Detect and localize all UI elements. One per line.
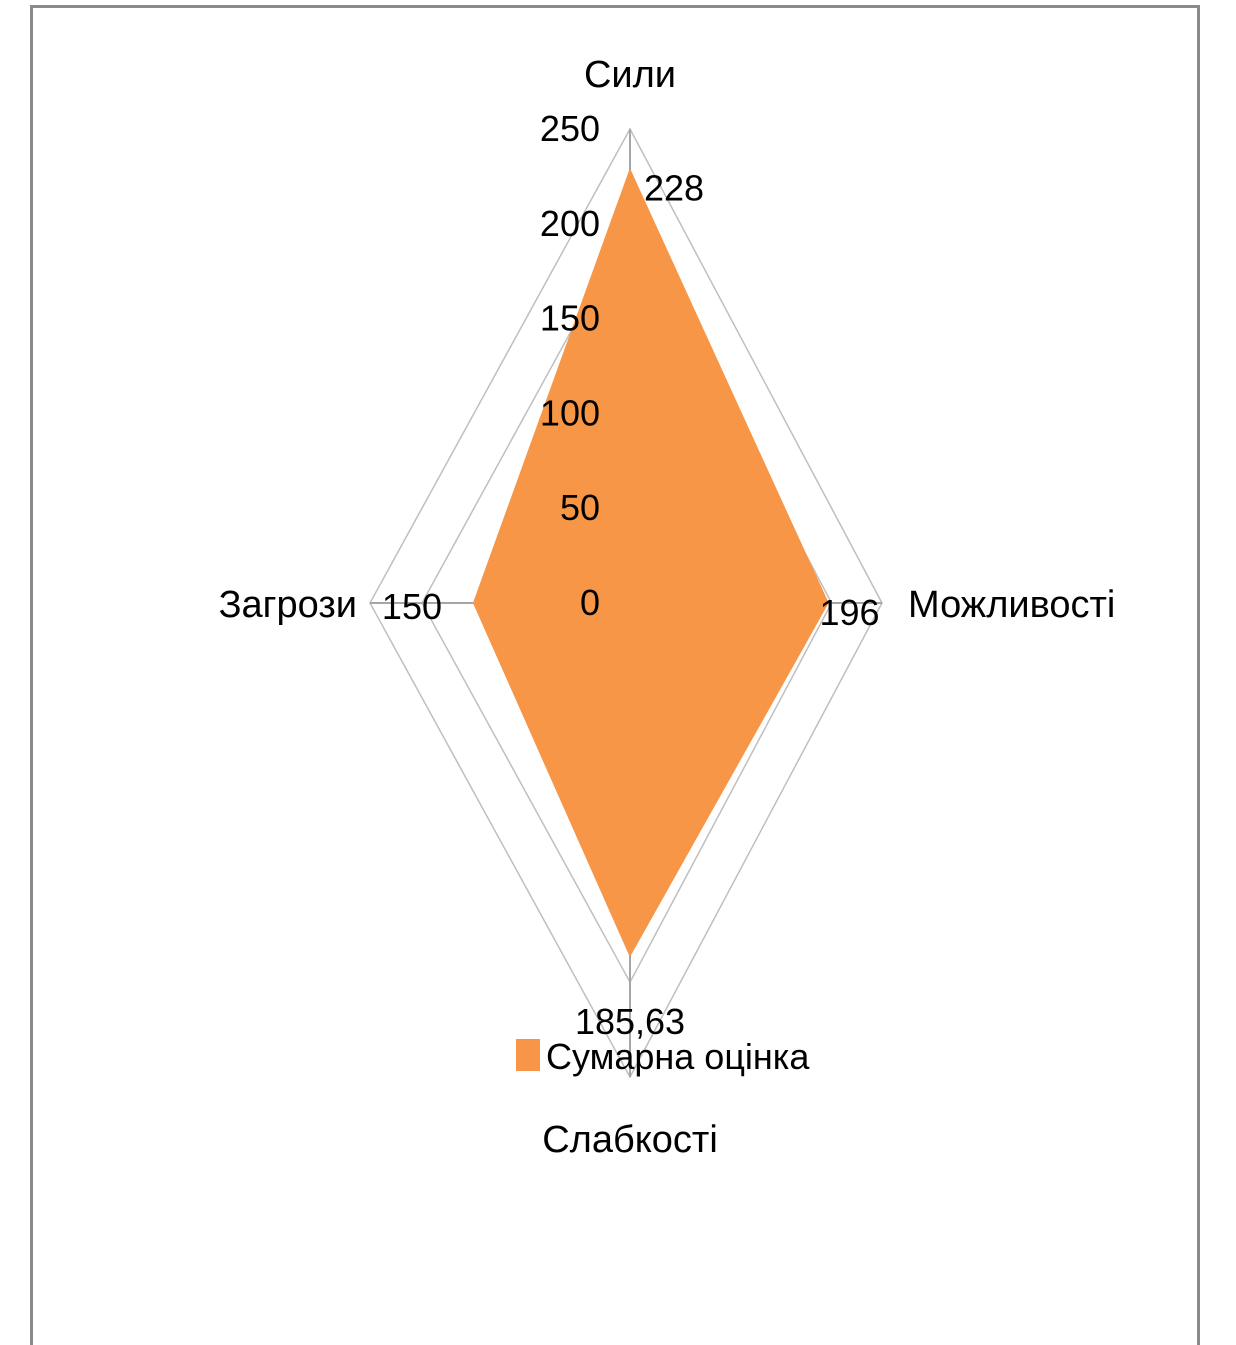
data-label-1: 228 — [644, 168, 704, 209]
tick-label-100: 100 — [540, 392, 600, 433]
data-label-2: 196 — [820, 592, 880, 633]
legend: Сумарна оцінка — [516, 1036, 810, 1077]
tick-labels: 0 50 100 150 200 250 — [540, 108, 600, 623]
series-area-sumarna-otsinka — [472, 168, 829, 958]
category-label-2: Можливості — [908, 584, 1115, 626]
tick-label-200: 200 — [540, 203, 600, 244]
data-labels: 228 196 185,63 150 — [382, 168, 880, 1042]
legend-label: Сумарна оцінка — [546, 1036, 810, 1077]
data-label-3: 185,63 — [575, 1001, 685, 1042]
tick-label-150: 150 — [540, 298, 600, 339]
tick-label-0: 0 — [580, 582, 600, 623]
data-label-4: 150 — [382, 586, 442, 627]
category-labels: Сили Можливості Слабкості Загрози — [219, 54, 1116, 1161]
category-label-4: Загрози — [219, 584, 357, 626]
series-layer — [472, 168, 829, 958]
tick-label-250: 250 — [540, 108, 600, 149]
category-label-3: Слабкості — [542, 1119, 718, 1161]
tick-label-50: 50 — [560, 487, 600, 528]
legend-swatch — [516, 1039, 540, 1071]
chart-frame — [30, 5, 1200, 1345]
category-label-1: Сили — [584, 54, 676, 96]
